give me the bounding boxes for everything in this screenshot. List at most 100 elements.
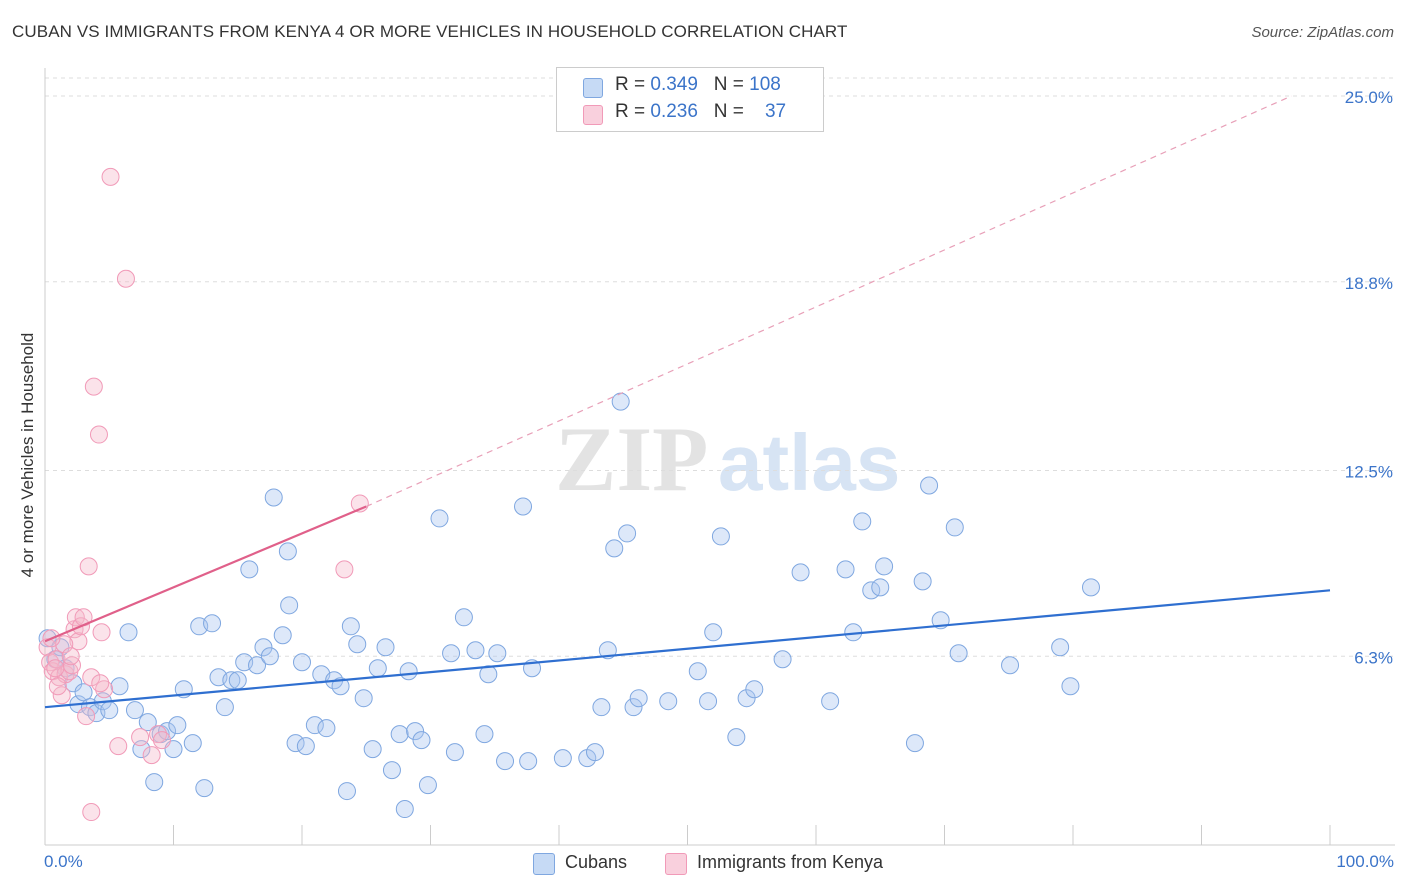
kenya-point	[82, 803, 101, 822]
watermark-zip: ZIP	[555, 408, 708, 510]
cubans-point	[949, 644, 968, 663]
y-tick-label: 18.8%	[1345, 274, 1393, 293]
chart-title: CUBAN VS IMMIGRANTS FROM KENYA 4 OR MORE…	[12, 22, 848, 41]
cubans-point	[430, 509, 449, 528]
cubans-point	[466, 641, 485, 660]
cubans-point	[659, 692, 678, 711]
cubans-point	[100, 701, 119, 720]
axes	[44, 68, 1395, 846]
x-tick-label-max: 100.0%	[1336, 852, 1394, 871]
cubans-point	[871, 578, 890, 597]
watermark-atlas: atlas	[718, 418, 900, 507]
kenya-point	[52, 686, 71, 705]
kenya-trend-line	[44, 505, 367, 643]
kenya-point	[91, 674, 110, 693]
y-tick-label: 6.3%	[1354, 648, 1393, 667]
cubans-point	[305, 716, 324, 735]
cubans-point	[1051, 638, 1070, 657]
cubans-point	[119, 623, 138, 642]
cubans-point	[905, 734, 924, 753]
cubans-point	[553, 749, 572, 768]
kenya-point	[131, 728, 150, 747]
legend-swatch-cubans	[533, 853, 555, 875]
legend-n-label: N =	[713, 74, 750, 95]
kenya-point	[116, 269, 135, 288]
cubans-point	[215, 698, 234, 717]
cubans-point	[442, 644, 461, 663]
cubans-point	[624, 698, 643, 717]
cubans-point	[273, 626, 292, 645]
kenya-point	[47, 650, 66, 669]
cubans-point	[145, 773, 164, 792]
cubans-point	[183, 734, 202, 753]
cubans-point	[248, 656, 267, 675]
cubans-point	[399, 662, 418, 681]
kenya-point	[109, 737, 128, 756]
cubans-point	[514, 497, 533, 516]
kenya-point	[84, 377, 103, 396]
cubans-point	[264, 488, 283, 507]
cubans-point	[945, 518, 964, 537]
cubans-point	[711, 527, 730, 546]
cubans-point	[454, 608, 473, 627]
cubans-point	[376, 638, 395, 657]
cubans-point	[110, 677, 129, 696]
cubans-point	[629, 689, 648, 708]
kenya-point	[101, 167, 120, 186]
cubans-point	[203, 614, 222, 633]
kenya-point	[89, 425, 108, 444]
y-tick-label: 12.5%	[1345, 463, 1393, 482]
cubans-point	[475, 725, 494, 744]
cubans-point	[286, 734, 305, 753]
cubans-point	[395, 800, 414, 819]
trend-lines	[44, 95, 1331, 709]
cubans-point	[331, 677, 350, 696]
cubans-point	[479, 665, 498, 684]
cubans-point	[1001, 656, 1020, 675]
cubans-point	[727, 728, 746, 747]
kenya-point	[48, 677, 67, 696]
kenya-trend-extension	[366, 95, 1292, 508]
legend-r-label: R =	[615, 101, 651, 122]
cubans-point	[488, 644, 507, 663]
cubans-point	[406, 722, 425, 741]
cubans-point	[1061, 677, 1080, 696]
cubans-point	[618, 524, 637, 543]
kenya-point	[61, 647, 80, 666]
cubans-point	[1081, 578, 1100, 597]
cubans-point	[254, 638, 273, 657]
y-axis-title: 4 or more Vehicles in Household	[18, 332, 37, 578]
cubans-point	[348, 635, 367, 654]
cubans-point	[363, 740, 382, 759]
cubans-point	[390, 725, 409, 744]
cubans-point	[496, 752, 515, 771]
legend-swatch-kenya	[665, 853, 687, 875]
cubans-trend-line	[44, 589, 1331, 709]
chart-source: Source: ZipAtlas.com	[1251, 24, 1394, 41]
cubans-point	[222, 671, 241, 690]
cubans-point	[168, 716, 187, 735]
cubans-point	[382, 761, 401, 780]
cubans-point	[821, 692, 840, 711]
cubans-point	[611, 392, 630, 411]
y-tick-label: 25.0%	[1345, 88, 1393, 107]
cubans-point	[195, 779, 214, 798]
cubans-point	[418, 776, 437, 795]
cubans-point	[337, 782, 356, 801]
legend-r-value: 0.236	[650, 101, 698, 122]
cubans-point	[737, 689, 756, 708]
cubans-point	[598, 641, 617, 660]
cubans-point	[585, 743, 604, 762]
cubans-point	[354, 689, 373, 708]
cubans-point	[317, 719, 336, 738]
kenya-point	[46, 659, 65, 678]
cubans-point	[920, 476, 939, 495]
legend-r-label: R =	[615, 74, 651, 95]
kenya-point	[77, 707, 96, 726]
kenya-point	[152, 731, 171, 750]
cubans-point	[293, 653, 311, 672]
kenya-point	[92, 623, 111, 642]
cubans-point	[875, 557, 894, 576]
cubans-point	[773, 650, 792, 669]
